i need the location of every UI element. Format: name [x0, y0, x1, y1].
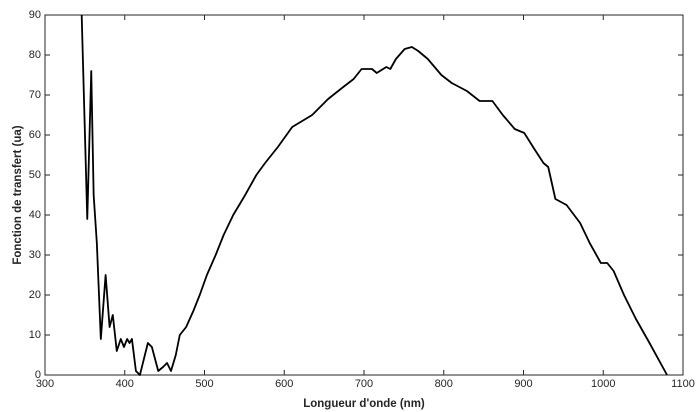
x-axis-label: Longueur d'onde (nm) — [303, 398, 425, 410]
y-tick-label: 90 — [29, 9, 41, 21]
x-tick-label: 800 — [435, 378, 453, 390]
y-tick-label: 0 — [35, 369, 41, 381]
x-tick-label: 600 — [275, 378, 293, 390]
x-tick-label: 1100 — [671, 378, 695, 390]
x-tick-label: 1000 — [591, 378, 615, 390]
y-tick-label: 80 — [29, 49, 41, 61]
x-tick-label: 700 — [355, 378, 373, 390]
x-tick-label: 400 — [116, 378, 134, 390]
y-tick-label: 10 — [29, 329, 41, 341]
y-tick-label: 20 — [29, 289, 41, 301]
x-tick-label: 300 — [36, 378, 54, 390]
y-tick-label: 50 — [29, 169, 41, 181]
y-axis-label: Fonction de transfert (ua) — [12, 125, 24, 264]
x-tick-label: 500 — [195, 378, 213, 390]
y-tick-label: 70 — [29, 89, 41, 101]
data-line — [80, 14, 668, 376]
y-tick-label: 30 — [29, 249, 41, 261]
x-tick-label: 900 — [514, 378, 532, 390]
y-tick-label: 60 — [29, 129, 41, 141]
y-tick-label: 40 — [29, 209, 41, 221]
